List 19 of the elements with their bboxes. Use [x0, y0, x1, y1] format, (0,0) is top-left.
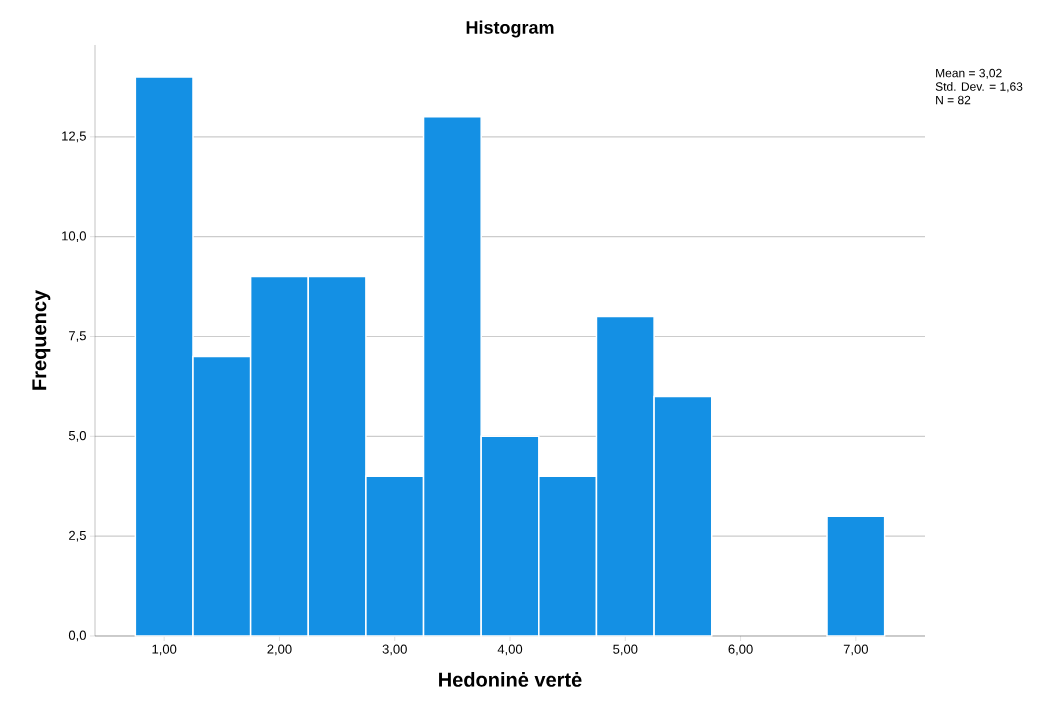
x-tick-label: 2,00	[267, 644, 292, 656]
x-tick-label: 6,00	[728, 644, 753, 656]
y-tick-label: 5,0	[68, 430, 86, 442]
y-tick-label: 2,5	[69, 530, 86, 542]
x-tick-label: 5,00	[613, 644, 638, 656]
x-tick-label: 3,00	[382, 644, 407, 656]
text: N = 82	[936, 95, 971, 105]
y-tick-label: 7,5	[69, 331, 86, 342]
x-axis-title: Hedoninė vertė	[439, 672, 582, 687]
x-tick-label: 7,00	[843, 644, 868, 656]
y-tick-label: 10,0	[62, 231, 86, 243]
y-tick-label: 12,5	[62, 131, 86, 143]
text: Std. Dev. = 1,63	[935, 82, 1023, 93]
y-tick-label: 0,0	[68, 630, 86, 642]
chart-title: Histogram	[466, 20, 554, 38]
x-tick-label: 1,00	[152, 644, 177, 656]
y-axis-title: Frequency	[32, 290, 51, 390]
text: Mean = 3,02	[936, 68, 1002, 79]
x-tick-label: 4,00	[497, 644, 523, 656]
